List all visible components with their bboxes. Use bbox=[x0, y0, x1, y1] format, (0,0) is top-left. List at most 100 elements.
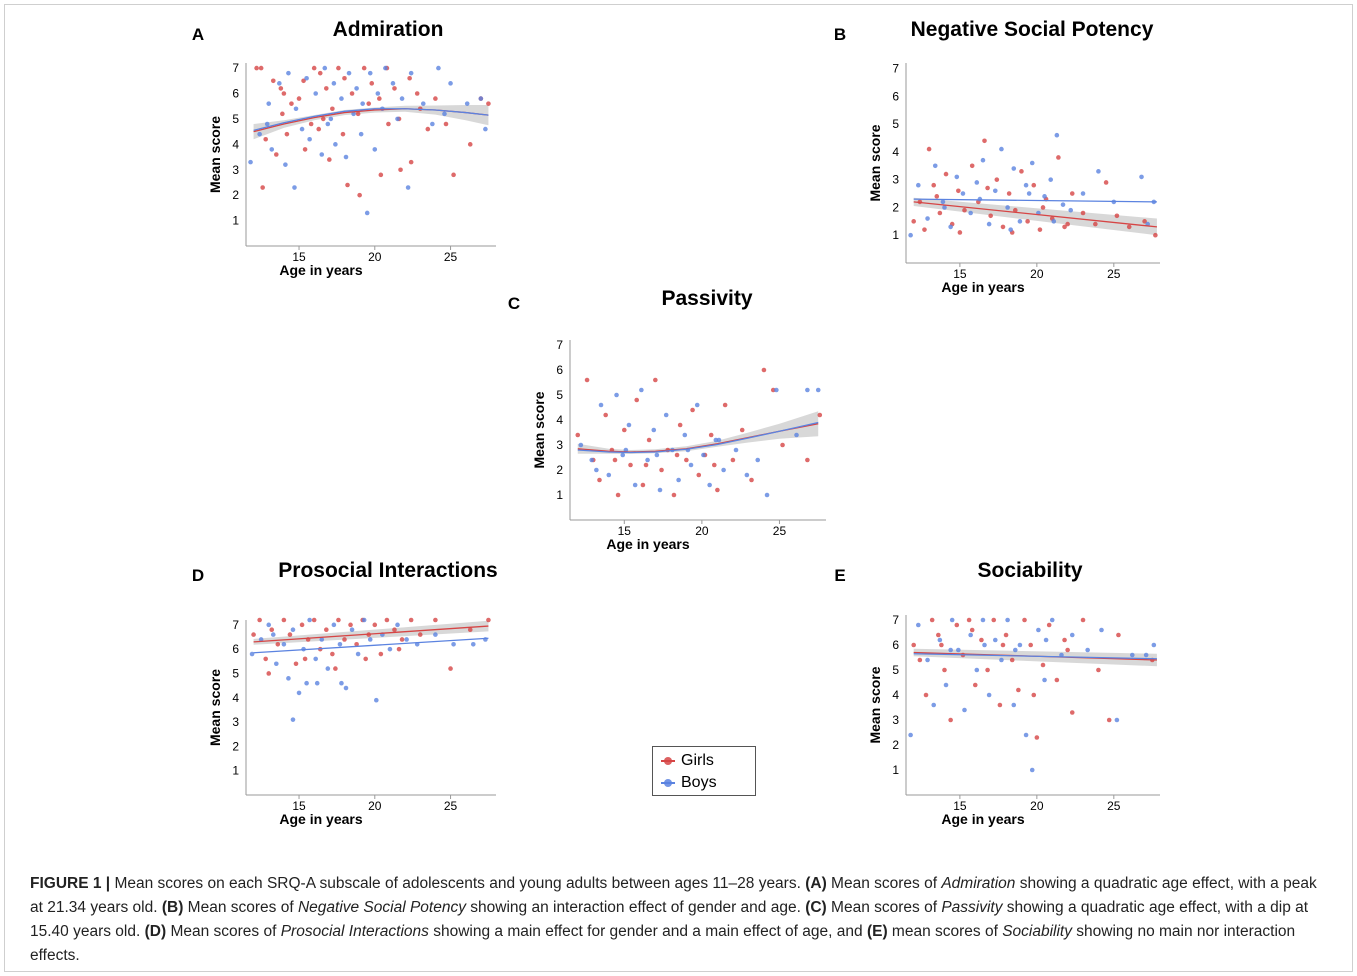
data-point-boys bbox=[589, 457, 595, 463]
data-point-girls bbox=[467, 142, 473, 147]
data-point-girls bbox=[366, 101, 372, 106]
data-point-boys bbox=[999, 146, 1004, 152]
data-point-boys bbox=[337, 642, 343, 647]
data-point-girls bbox=[1056, 155, 1061, 160]
data-point-girls bbox=[671, 492, 677, 498]
data-point-girls bbox=[417, 632, 423, 637]
data-point-girls bbox=[324, 86, 329, 91]
data-point-girls bbox=[730, 457, 736, 463]
panel-title: Prosocial Interactions bbox=[278, 559, 497, 582]
data-point-girls bbox=[749, 477, 754, 483]
data-point-boys bbox=[676, 477, 681, 483]
fit-line-boys bbox=[913, 653, 1157, 660]
caption-figure-label: FIGURE 1 | bbox=[30, 875, 111, 892]
x-axis-label: Age in years bbox=[279, 811, 362, 827]
data-point-girls bbox=[355, 111, 361, 117]
x-tick-label: 15 bbox=[292, 250, 306, 264]
data-point-boys bbox=[374, 697, 379, 703]
data-point-boys bbox=[322, 65, 328, 71]
data-point-boys bbox=[960, 191, 966, 196]
data-point-boys bbox=[408, 70, 414, 76]
y-tick-label: 1 bbox=[892, 763, 899, 777]
data-point-girls bbox=[575, 432, 581, 438]
data-point-girls bbox=[1046, 622, 1052, 628]
data-point-girls bbox=[923, 692, 929, 698]
panel-title: Negative Social Potency bbox=[911, 18, 1154, 41]
x-axis-label: Age in years bbox=[606, 536, 689, 552]
data-point-boys bbox=[331, 622, 337, 628]
data-point-boys bbox=[626, 422, 632, 428]
y-tick-label: 2 bbox=[232, 739, 239, 753]
caption-text: showing a quadratic age effect, with a d… bbox=[30, 899, 1309, 940]
data-point-boys bbox=[283, 162, 288, 167]
data-point-boys bbox=[1129, 652, 1135, 658]
data-point-boys bbox=[1005, 617, 1010, 623]
data-point-boys bbox=[721, 467, 726, 473]
figure-caption: FIGURE 1 | Mean scores on each SRQ-A sub… bbox=[30, 872, 1330, 968]
data-point-girls bbox=[378, 651, 384, 657]
data-point-boys bbox=[654, 452, 660, 458]
data-point-boys bbox=[395, 622, 400, 628]
data-point-girls bbox=[603, 412, 608, 418]
data-point-boys bbox=[1069, 632, 1075, 638]
y-tick-label: 6 bbox=[892, 638, 899, 652]
data-point-boys bbox=[361, 617, 367, 623]
data-point-girls bbox=[1062, 224, 1067, 230]
data-point-girls bbox=[969, 627, 975, 633]
data-point-boys bbox=[367, 70, 373, 76]
data-point-boys bbox=[755, 457, 761, 463]
data-point-boys bbox=[663, 412, 669, 418]
x-tick-label: 25 bbox=[773, 524, 787, 538]
data-point-girls bbox=[1103, 180, 1109, 185]
data-point-boys bbox=[404, 637, 409, 642]
data-point-girls bbox=[1114, 213, 1120, 219]
panel-a: A Admiration 1 2 3 4 5 6 7 15 20 25 Age in years Mean… bbox=[192, 18, 496, 278]
data-point-girls bbox=[954, 622, 960, 628]
data-point-girls bbox=[263, 656, 268, 662]
data-point-girls bbox=[269, 627, 275, 633]
data-point-girls bbox=[690, 407, 695, 413]
data-point-girls bbox=[1093, 221, 1098, 227]
y-tick-label: 7 bbox=[556, 338, 563, 352]
panel-letter: E bbox=[834, 566, 845, 585]
data-point-girls bbox=[349, 91, 355, 96]
data-point-boys bbox=[805, 387, 810, 393]
x-tick-label: 20 bbox=[368, 250, 382, 264]
data-point-girls bbox=[302, 147, 308, 152]
data-point-boys bbox=[1085, 647, 1090, 653]
data-point-boys bbox=[716, 437, 722, 443]
data-point-girls bbox=[817, 412, 823, 418]
data-point-boys bbox=[1008, 227, 1013, 232]
data-point-girls bbox=[696, 472, 702, 478]
x-tick-label: 20 bbox=[1030, 799, 1044, 813]
data-point-girls bbox=[991, 617, 997, 623]
data-point-boys bbox=[281, 642, 287, 647]
data-point-boys bbox=[999, 657, 1004, 663]
y-tick-label: 7 bbox=[232, 618, 239, 632]
data-point-boys bbox=[977, 196, 983, 202]
data-point-girls bbox=[467, 627, 473, 633]
data-point-boys bbox=[360, 101, 365, 106]
data-point-girls bbox=[931, 182, 937, 188]
data-point-boys bbox=[354, 86, 359, 91]
data-point-girls bbox=[911, 219, 916, 224]
data-point-boys bbox=[632, 482, 638, 488]
data-point-boys bbox=[313, 91, 318, 96]
data-point-boys bbox=[815, 387, 821, 393]
data-point-girls bbox=[761, 367, 767, 373]
data-point-boys bbox=[430, 121, 435, 127]
caption-ref-e: (E) bbox=[866, 923, 888, 940]
data-point-girls bbox=[929, 617, 935, 623]
data-point-boys bbox=[1143, 652, 1149, 658]
data-point-girls bbox=[1065, 647, 1070, 653]
data-point-boys bbox=[707, 482, 712, 488]
data-point-girls bbox=[966, 617, 972, 623]
data-point-girls bbox=[357, 192, 362, 198]
data-point-girls bbox=[263, 136, 268, 142]
data-point-boys bbox=[682, 432, 688, 438]
data-point-boys bbox=[258, 637, 264, 642]
caption-text: mean scores of bbox=[887, 923, 1003, 940]
data-point-boys bbox=[701, 452, 706, 458]
data-point-girls bbox=[1065, 221, 1070, 227]
